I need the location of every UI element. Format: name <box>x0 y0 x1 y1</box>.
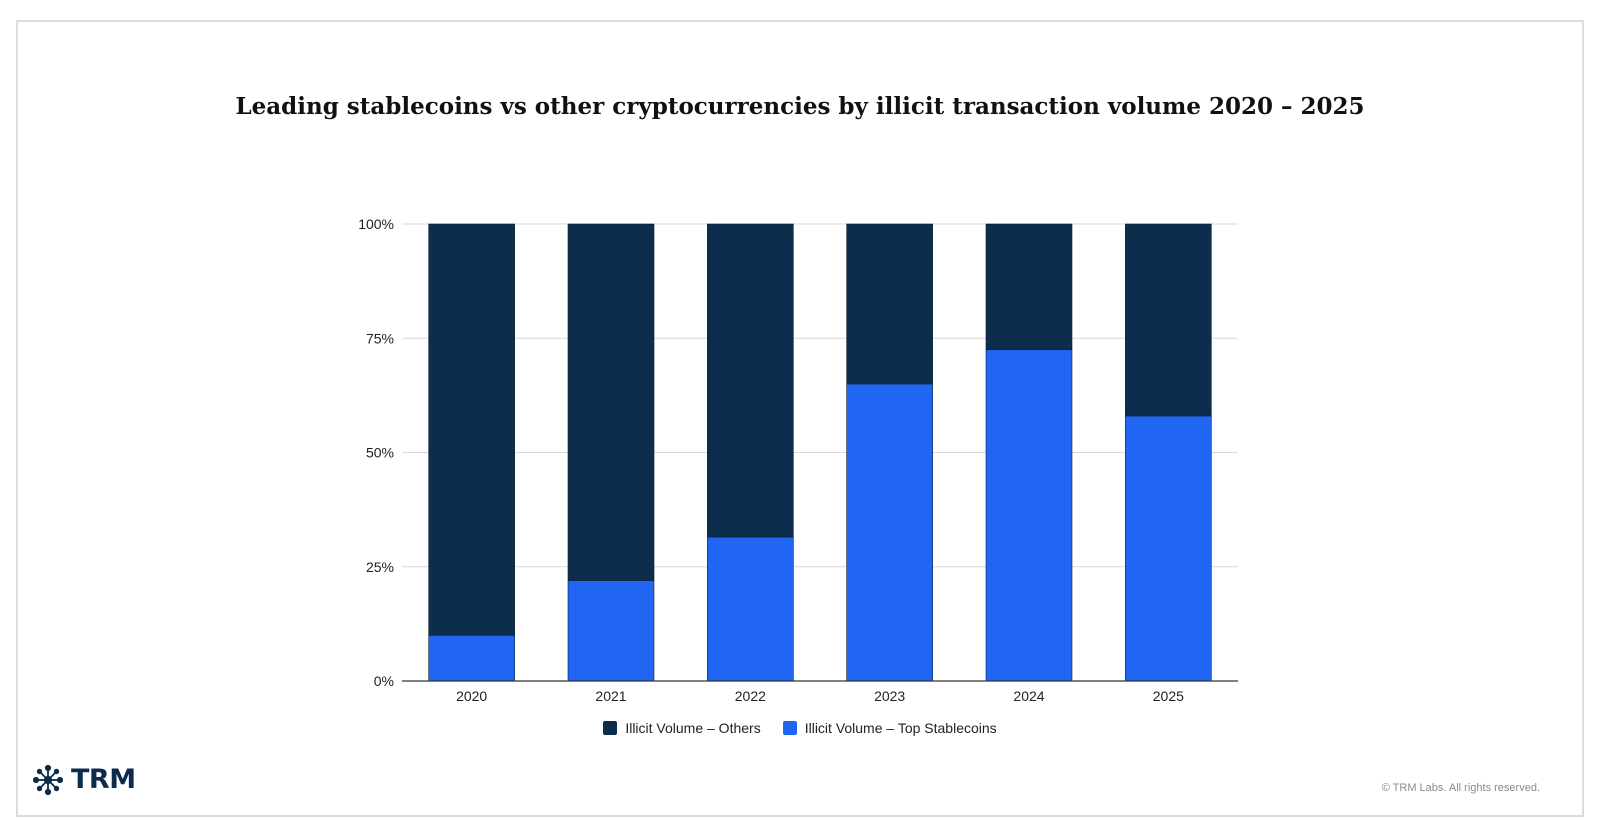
legend-item-others[interactable]: Illicit Volume – Others <box>603 720 761 736</box>
bar-others-2025[interactable] <box>1125 223 1212 417</box>
y-tick-label: 50% <box>366 445 394 461</box>
y-tick-label: 25% <box>366 559 394 575</box>
copyright-notice: © TRM Labs. All rights reserved. <box>1381 782 1540 794</box>
bar-others-2022[interactable] <box>707 223 794 538</box>
gridlines <box>402 223 1238 568</box>
bar-others-2024[interactable] <box>985 223 1073 350</box>
legend-label-stablecoins: Illicit Volume – Top Stablecoins <box>804 720 997 736</box>
legend-label-others: Illicit Volume – Others <box>625 720 761 736</box>
x-axis-ticks: 2020 2021 2022 2023 2024 2025 <box>456 688 1184 704</box>
legend: Illicit Volume – Others Illicit Volume –… <box>0 720 1600 736</box>
legend-item-stablecoins[interactable]: Illicit Volume – Top Stablecoins <box>782 720 997 736</box>
bar-stablecoins-2022[interactable] <box>707 536 794 682</box>
x-tick-label: 2024 <box>1013 688 1044 704</box>
bar-stablecoins-2021[interactable] <box>567 580 655 682</box>
legend-swatch-stablecoins <box>782 721 797 735</box>
brand-name: TRM <box>71 764 136 795</box>
x-tick-label: 2022 <box>735 688 766 704</box>
legend-swatch-others <box>603 721 618 735</box>
chart-frame <box>16 20 1584 817</box>
x-tick-label: 2025 <box>1153 688 1184 704</box>
x-tick-label: 2020 <box>456 688 487 704</box>
x-tick-label: 2023 <box>874 688 905 704</box>
y-tick-label: 0% <box>374 673 394 689</box>
bar-others-2023[interactable] <box>846 223 933 385</box>
bar-stablecoins-2024[interactable] <box>985 349 1073 682</box>
bar-stablecoins-2023[interactable] <box>846 383 933 682</box>
bar-others-2020[interactable] <box>428 223 515 636</box>
y-tick-label: 100% <box>358 216 394 232</box>
trm-network-icon <box>33 764 63 795</box>
chart-title: Leading stablecoins vs other cryptocurre… <box>235 93 1365 120</box>
trm-logo: TRM <box>33 764 136 795</box>
bar-stablecoins-2020[interactable] <box>428 634 515 682</box>
bars <box>428 223 1212 682</box>
x-tick-label: 2021 <box>595 688 626 704</box>
bar-stablecoins-2025[interactable] <box>1125 415 1212 682</box>
bar-others-2021[interactable] <box>567 223 655 581</box>
y-axis-ticks: 0% 25% 50% 75% 100% <box>358 216 394 689</box>
y-tick-label: 75% <box>366 330 394 346</box>
